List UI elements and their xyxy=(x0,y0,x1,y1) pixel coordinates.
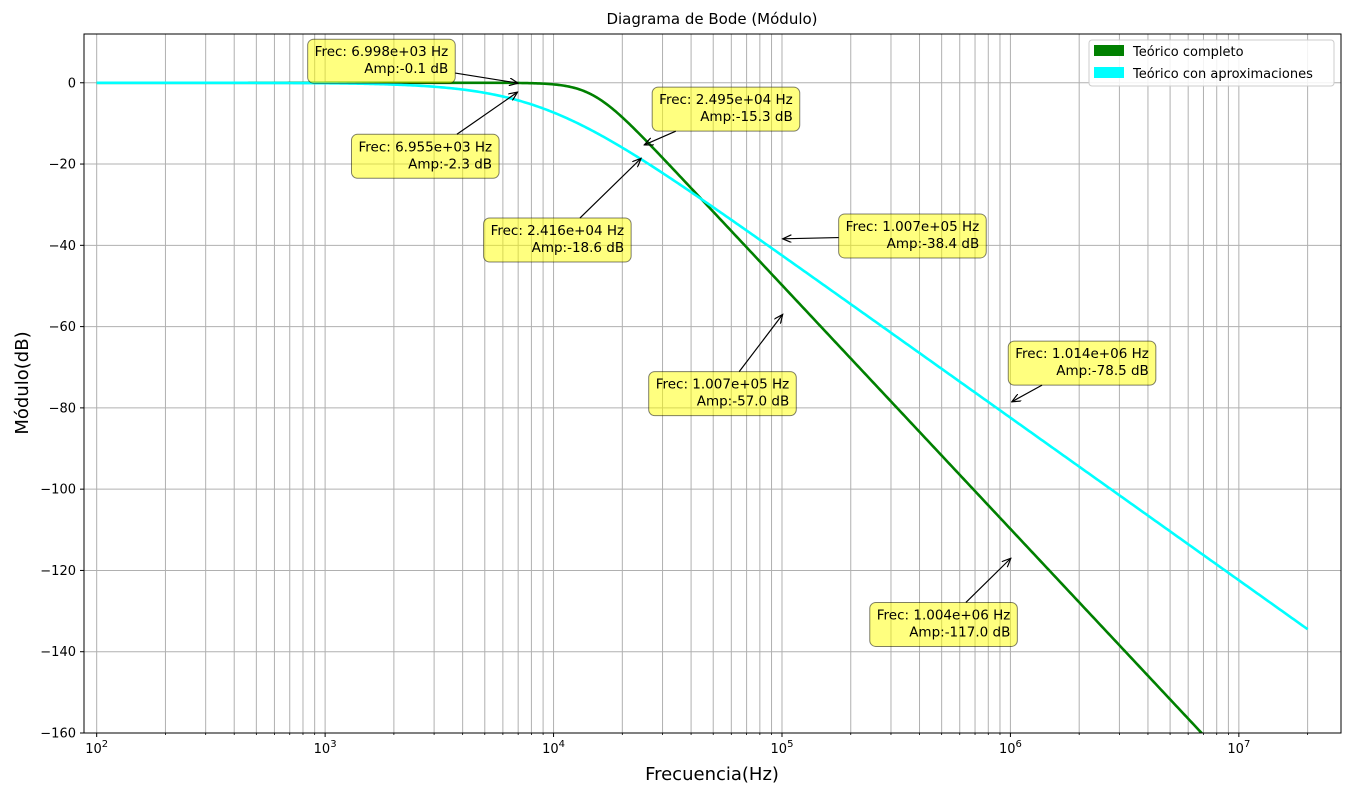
legend-label-teorico-completo: Teórico completo xyxy=(1132,45,1244,60)
y-tick-label: −160 xyxy=(40,727,76,742)
annotation-arrow xyxy=(455,72,518,83)
annotation-amp-label: Amp:-78.5 dB xyxy=(1056,363,1149,379)
annotation-box xyxy=(651,86,801,132)
x-tick-label: 106 xyxy=(999,739,1022,757)
annotation-amp-label: Amp:-2.3 dB xyxy=(408,156,492,172)
annotation-box xyxy=(648,371,797,417)
annotation-freq-label: Frec: 6.955e+03 Hz xyxy=(358,139,492,155)
annotation-arrow xyxy=(579,158,641,219)
series-line-1 xyxy=(96,81,1309,631)
annotation-arrow xyxy=(738,314,782,372)
y-tick-label: 0 xyxy=(68,76,76,91)
chart-title: Diagrama de Bode (Módulo) xyxy=(606,10,817,28)
annotation-amp-label: Amp:-38.4 dB xyxy=(887,236,980,252)
annotation-freq-label: Frec: 1.007e+05 Hz xyxy=(656,377,790,393)
annotation-freq-label: Frec: 1.004e+06 Hz xyxy=(877,607,1011,623)
y-tick-label: −80 xyxy=(49,401,76,416)
plot-frame xyxy=(83,33,1342,734)
x-tick-label: 102 xyxy=(85,739,108,757)
annotation-box xyxy=(838,213,987,259)
annotation-arrow xyxy=(644,130,676,145)
annotation-arrow xyxy=(965,558,1011,603)
annotation-amp-label: Amp:-18.6 dB xyxy=(532,240,625,256)
annotation-freq-label: Frec: 6.998e+03 Hz xyxy=(315,44,449,60)
y-tick-label: −100 xyxy=(40,483,76,498)
annotation-freq-label: Frec: 2.495e+04 Hz xyxy=(659,92,793,108)
annotation-amp-label: Amp:-117.0 dB xyxy=(909,624,1010,640)
y-tick-label: −20 xyxy=(49,158,76,173)
annotation-arrow xyxy=(456,92,518,135)
y-tick-label: −140 xyxy=(40,645,76,660)
legend-swatch-teorico-aproximaciones xyxy=(1094,67,1124,78)
annotation-box xyxy=(869,601,1018,647)
annotation-box xyxy=(1007,340,1157,386)
legend: Teórico completo Teórico con aproximacio… xyxy=(1088,39,1335,87)
annotation-amp-label: Amp:-0.1 dB xyxy=(364,61,448,77)
annotation-box xyxy=(350,133,500,179)
y-tick-label: −60 xyxy=(49,320,76,335)
series-layer xyxy=(96,81,1309,733)
annotation-amp-label: Amp:-57.0 dB xyxy=(697,394,790,410)
annotation-box xyxy=(307,38,456,84)
y-axis-label: Módulo(dB) xyxy=(12,331,33,434)
legend-label-teorico-aproximaciones: Teórico con aproximaciones xyxy=(1132,67,1313,82)
x-axis-label: Frecuencia(Hz) xyxy=(645,764,779,785)
axis-ticks: 0 −20 −40 −60 −80 −100 −120 −140 −160 102 103 104 10… xyxy=(40,76,1309,757)
legend-swatch-teorico-completo xyxy=(1094,45,1124,56)
x-tick-label: 107 xyxy=(1227,739,1250,757)
annotation-freq-label: Frec: 1.007e+05 Hz xyxy=(846,219,980,235)
annotation-freq-label: Frec: 1.014e+06 Hz xyxy=(1015,346,1149,362)
annotation-freq-label: Frec: 2.416e+04 Hz xyxy=(491,223,625,239)
x-tick-label: 105 xyxy=(771,739,794,757)
legend-box xyxy=(1088,39,1335,87)
annotation-arrow xyxy=(783,238,839,239)
y-tick-label: −40 xyxy=(49,239,76,254)
y-tick-label: −120 xyxy=(40,564,76,579)
x-tick-label: 103 xyxy=(314,739,337,757)
annotation-amp-label: Amp:-15.3 dB xyxy=(700,109,793,125)
annotation-box xyxy=(483,217,632,263)
annotation-arrow xyxy=(1012,384,1043,402)
x-tick-label: 104 xyxy=(542,739,565,757)
